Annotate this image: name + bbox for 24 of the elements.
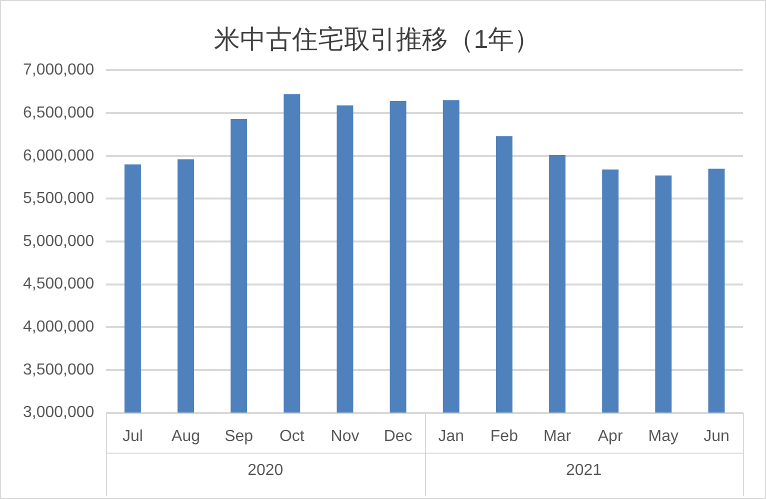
x-tick-label: May [648, 428, 679, 445]
y-tick-label: 3,500,000 [22, 361, 94, 378]
y-tick-label: 6,500,000 [22, 104, 94, 122]
x-tick-label: Feb [490, 428, 518, 445]
x-tick-label: Jan [438, 428, 464, 445]
chart-title: 米中古住宅取引推移（1年） [214, 24, 540, 54]
x-tick-label: Jun [704, 428, 730, 445]
y-tick-label: 5,500,000 [22, 190, 94, 208]
y-tick-label: 4,000,000 [22, 318, 94, 336]
x-tick-label: Apr [598, 428, 624, 445]
x-tick-label: Nov [330, 428, 360, 445]
x-tick-label: Dec [384, 428, 412, 445]
x-tick-label: Sep [224, 428, 254, 445]
y-tick-label: 7,000,000 [22, 62, 94, 79]
y-tick-label: 6,000,000 [22, 147, 94, 164]
text: 2021 [566, 462, 602, 480]
x-tick-label: Mar [543, 428, 572, 445]
y-tick-label: 5,000,000 [22, 232, 94, 250]
y-tick-label: 3,000,000 [22, 404, 94, 422]
x-tick-label: Jul [122, 428, 143, 445]
x-tick-label: Oct [279, 428, 305, 445]
y-tick-label: 4,500,000 [22, 276, 94, 293]
text: 2020 [248, 462, 284, 480]
x-tick-label: Aug [172, 428, 200, 445]
